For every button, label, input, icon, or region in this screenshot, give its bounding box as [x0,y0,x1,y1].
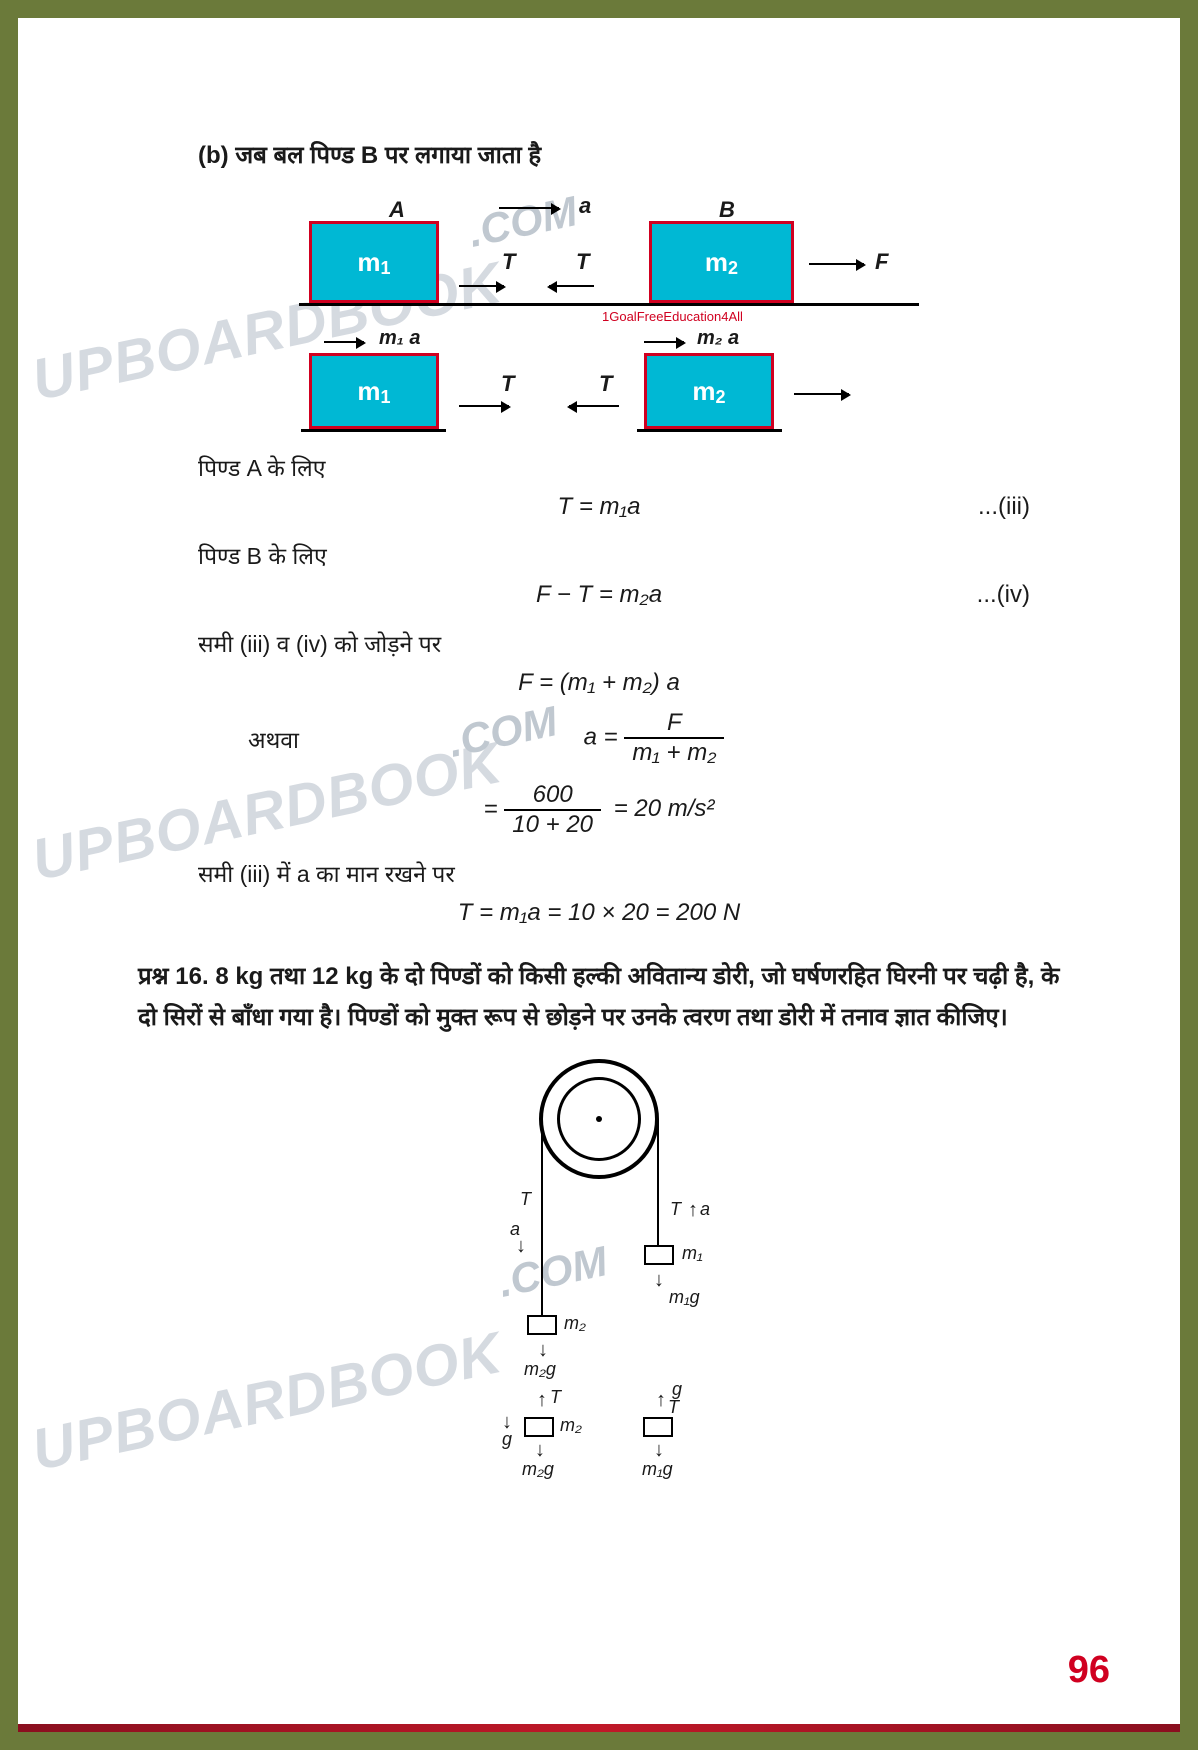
arrow-T-right [459,285,504,287]
arrow-T-m1 [459,405,509,407]
label-T-fbd-m1: T [668,1397,679,1418]
label-T-right: T [502,249,515,275]
label-B: B [719,197,735,223]
mass-m2-fbd-text: m [692,376,715,407]
rope-left [541,1119,543,1319]
content: (b) जब बल पिण्ड B पर लगाया जाता है A a B… [88,138,1110,1479]
block-m1-fbd-pulley [643,1417,673,1437]
eq3-text: T = m₁a [558,493,641,520]
eq3-num: ...(iii) [978,493,1030,521]
arrow-T-up-m2: ↑ [537,1389,547,1412]
label-m1g-2: m₁g [642,1459,673,1480]
pulley-center-dot [596,1116,602,1122]
label-m2g-1: m₂g [524,1359,556,1380]
eq4-text: F − T = m₂a [536,581,662,608]
block-m2-fbd-pulley [524,1417,554,1437]
equation-600: = 600 10 + 20 = 20 m/s² [88,781,1110,839]
para-add-eq: समी (iii) व (iv) को जोड़ने पर [198,627,1110,659]
label-A: A [389,197,405,223]
para-pind-b: पिण्ड B के लिए [198,539,1110,571]
arrow-m1g: ↓ [654,1269,664,1292]
diagram-top: A a B m1 T T m2 F 1GoalFreeEducation4All… [249,201,949,431]
mass-m1-sub: 1 [381,258,391,279]
block-m1-fbd: m1 [309,353,439,429]
athava: अथवा [248,723,299,755]
page-number: 96 [1068,1649,1110,1692]
label-m2a: m₂ a [697,327,739,350]
heading-b: (b) जब बल पिण्ड B पर लगाया जाता है [198,138,1110,171]
pulley-diagram: T a ↓ T ↑ a m₁ ↓ m₁g m₂ ↓ m₂g ↑ T ↓ g m₂… [424,1059,774,1479]
frac-600: 600 10 + 20 [504,781,601,839]
block-m1-pulley [644,1245,674,1265]
arrow-T-up: ↑ [688,1199,698,1222]
label-m1-pulley: m₁ [682,1243,703,1264]
rope-right [657,1119,659,1249]
arrow-T-up-m1: ↑ [656,1389,666,1412]
arrow-F-m2 [794,393,849,395]
arrow-a-down: ↓ [516,1235,526,1258]
label-m1a: m₁ a [379,327,421,350]
page-container: UPBOARDBOOK UPBOARDBOOK UPBOARDBOOK .COM… [18,18,1180,1732]
label-T-m1: T [501,371,514,397]
ground-line-m2 [637,429,782,432]
label-T-left: T [576,249,589,275]
arrow-F [809,263,864,265]
frac-600-bot: 10 + 20 [504,811,601,839]
label-m2-pulley: m₂ [564,1313,586,1334]
arrow-m1a [324,341,364,343]
para-sub-a: समी (iii) में a का मान रखने पर [198,857,1110,889]
label-T-left-rope: T [520,1189,531,1210]
mass-m1-fbd-text: m [357,376,380,407]
label-T-right-rope: T [670,1199,681,1220]
label-T-fbd-m2: T [550,1387,561,1408]
mass-m2-fbd-sub: 2 [716,387,726,408]
arrow-m2a [644,341,684,343]
para-pind-a: पिण्ड A के लिए [198,451,1110,483]
frac-a-bot: m₁ + m₂ [624,739,724,767]
red-caption: 1GoalFreeEducation4All [602,309,743,324]
label-m1g: m₁g [669,1287,700,1308]
equation-4: F − T = m₂a ...(iv) [88,581,1110,609]
label-F: F [875,249,888,275]
equation-3: T = m₁a ...(iii) [88,493,1110,521]
mass-m2-sub: 2 [728,258,738,279]
result-20: = 20 m/s² [614,795,715,822]
mass-m2-text: m [705,247,728,278]
label-m2-fbd: m₂ [560,1415,582,1436]
equation-5: F = (m₁ + m₂) a [88,669,1110,697]
frac-600-top: 600 [504,781,601,811]
block-m1: m1 [309,221,439,303]
label-a: a [579,193,591,219]
frac-a-top: F [624,709,724,739]
block-m2-fbd: m2 [644,353,774,429]
block-m2-pulley [527,1315,557,1335]
label-g-left: g [502,1429,512,1450]
eq-a-equals: a = [584,723,625,750]
eq-600-eq: = [484,795,505,822]
equation-T: T = m₁a = 10 × 20 = 200 N [88,899,1110,927]
ground-line-m1 [301,429,446,432]
label-T-m2: T [599,371,612,397]
question-16: प्रश्न 16. 8 kg तथा 12 kg के दो पिण्डों … [138,957,1060,1039]
frac-a: F m₁ + m₂ [624,709,724,767]
surface-line [299,303,919,306]
mass-m1-fbd-sub: 1 [381,387,391,408]
arrow-T-left [549,285,594,287]
mass-m1-text: m [357,247,380,278]
label-a-right: a [700,1199,710,1220]
arrow-T-m2-left [569,405,619,407]
label-m2g-2: m₂g [522,1459,554,1480]
footer-bar [18,1724,1180,1732]
block-m2: m2 [649,221,794,303]
arrow-a [499,207,559,209]
eq4-num: ...(iv) [977,581,1030,609]
